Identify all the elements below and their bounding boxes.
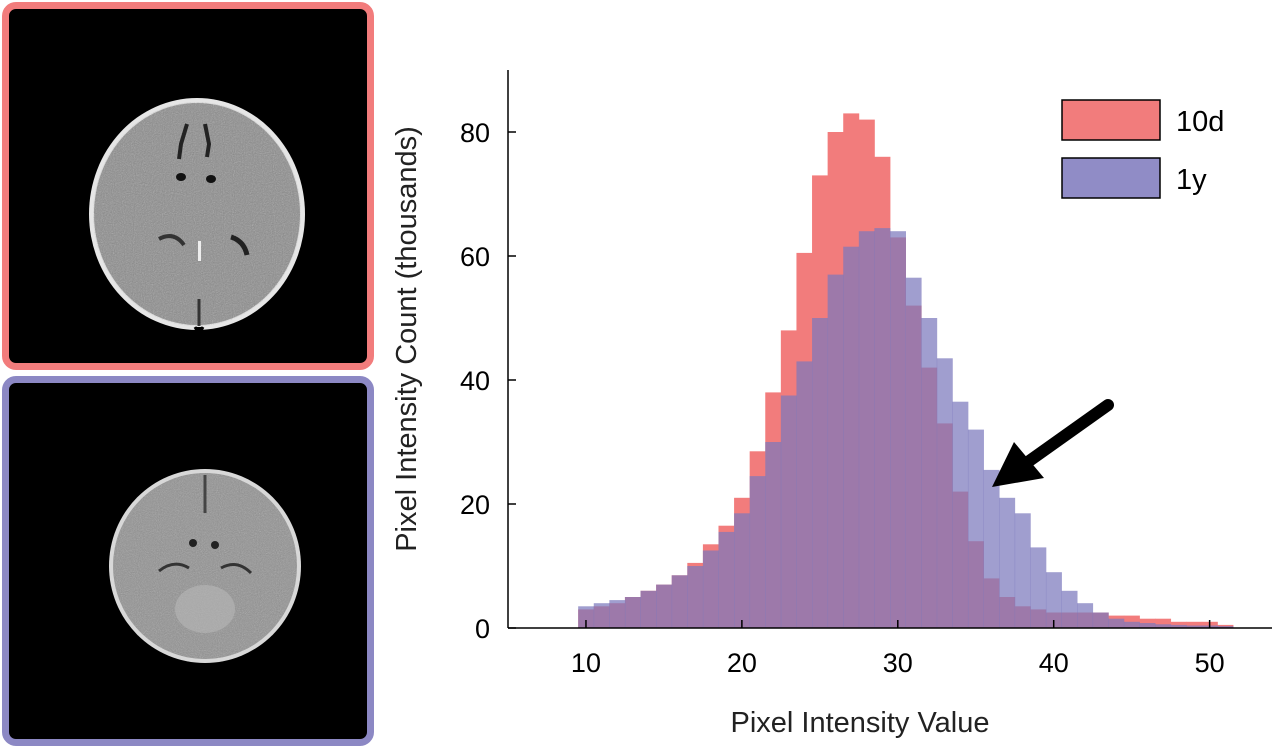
bar-1y-23: [780, 395, 797, 628]
histogram-chart: 10 20 30 40 50 0 20 40 60 80 Pixel Intensity Val…: [391, 70, 1272, 739]
x-tick-label-40: 40: [1039, 648, 1069, 678]
bar-1y-48: [1170, 624, 1187, 628]
bar-1y-10: [578, 606, 595, 628]
bar-1y-28: [858, 231, 875, 628]
bar-1y-33: [936, 358, 953, 628]
bar-1y-42: [1077, 603, 1094, 628]
bar-1y-18: [702, 550, 719, 628]
brain-scan-1y-panel: [2, 376, 374, 746]
bar-1y-30: [890, 231, 906, 628]
x-tick-label-20: 20: [727, 648, 757, 678]
legend-label-10d: 10d: [1176, 106, 1224, 138]
bar-1y-45: [1123, 621, 1140, 628]
bar-1y-49: [1186, 625, 1203, 628]
bar-1y-34: [952, 401, 969, 628]
bar-10d-47: [1155, 618, 1172, 628]
bar-1y-15: [656, 584, 673, 628]
bar-1y-46: [1139, 623, 1156, 628]
bar-1y-41: [1061, 590, 1078, 628]
brain-ct-image-10d: [89, 98, 305, 338]
y-tick-label-40: 40: [460, 366, 490, 396]
y-tick-label-20: 20: [460, 490, 490, 520]
x-axis-title: Pixel Intensity Value: [731, 707, 990, 739]
bar-1y-25: [812, 318, 829, 628]
legend: 10d 1y: [1061, 99, 1224, 199]
bar-1y-29: [874, 228, 891, 628]
bar-1y-40: [1045, 572, 1062, 628]
legend-swatch-10d: [1061, 99, 1161, 141]
bar-1y-51: [1217, 626, 1234, 628]
bar-1y-38: [1014, 513, 1031, 628]
brain-ct-image-1y: [109, 469, 301, 663]
bar-1y-16: [671, 575, 688, 628]
annotation-arrow: [992, 399, 1114, 487]
bar-1y-19: [718, 531, 735, 628]
bar-1y-21: [749, 476, 766, 628]
x-axis-ticks: 10 20 30 40 50: [571, 620, 1225, 678]
bar-1y-39: [1030, 547, 1047, 628]
bar-1y-13: [624, 597, 641, 628]
bar-1y-20: [734, 513, 751, 628]
bar-1y-22: [765, 442, 782, 628]
bar-1y-31: [905, 277, 922, 628]
x-tick-label-10: 10: [571, 648, 601, 678]
bar-10d-49: [1186, 621, 1203, 628]
y-axis-ticks: 0 20 40 60 80: [460, 118, 516, 644]
y-tick-label-0: 0: [475, 614, 490, 644]
bar-1y-32: [921, 318, 938, 628]
bar-1y-35: [967, 429, 984, 628]
bar-1y-26: [827, 274, 844, 628]
y-tick-label-60: 60: [460, 242, 490, 272]
bar-1y-17: [687, 566, 704, 628]
bar-1y-37: [999, 497, 1016, 628]
bar-1y-14: [640, 590, 657, 628]
y-axis-title: Pixel Intensity Count (thousands): [391, 126, 423, 552]
brain-scan-10d-panel: [2, 2, 374, 370]
y-tick-label-80: 80: [460, 118, 490, 148]
bar-1y-47: [1155, 624, 1172, 628]
x-tick-label-30: 30: [883, 648, 913, 678]
legend-swatch-1y: [1061, 157, 1161, 199]
series-1y-bars: [578, 228, 1234, 628]
bar-1y-43: [1092, 612, 1109, 628]
legend-label-1y: 1y: [1176, 164, 1207, 196]
x-tick-label-50: 50: [1195, 648, 1225, 678]
bar-1y-44: [1108, 618, 1125, 628]
bar-1y-11: [593, 603, 610, 628]
bar-1y-36: [983, 469, 1000, 628]
bar-1y-12: [609, 600, 626, 628]
bar-1y-27: [843, 246, 860, 628]
bar-1y-24: [796, 361, 813, 628]
